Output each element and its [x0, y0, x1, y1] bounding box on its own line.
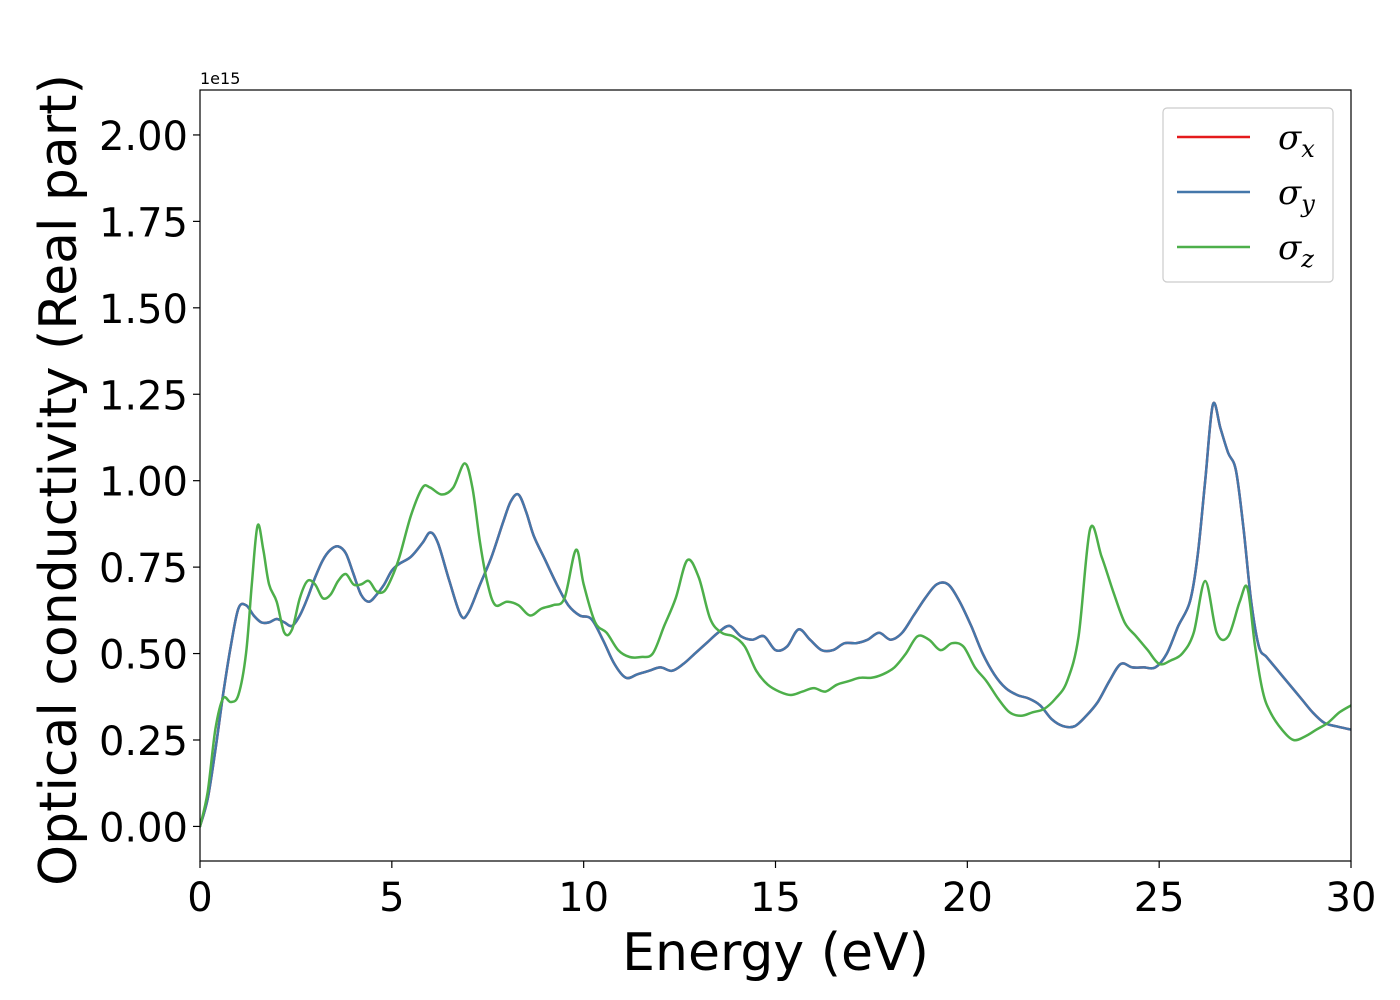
- y-tick-label: 2.00: [99, 114, 188, 160]
- y-axis-title: Optical conductivity (Real part): [29, 74, 89, 886]
- x-tick-label: 5: [379, 875, 404, 921]
- legend-label-x: σx: [1278, 118, 1315, 163]
- y-tick-label: 0.00: [99, 805, 188, 851]
- series-layer: [200, 401, 1351, 828]
- tick-layer: 0 5 10 15 20 25 30 0.00 0.25 0.50 0.75 1.00 1.25 1.50…: [99, 114, 1377, 921]
- x-tick-label: 20: [942, 875, 993, 921]
- y-tick-label: 1.25: [99, 373, 188, 419]
- y-tick-label: 0.75: [99, 546, 188, 592]
- legend-label-y: σy: [1278, 173, 1315, 218]
- y-tick-label: 1.50: [99, 287, 188, 333]
- x-tick-label: 25: [1134, 875, 1185, 921]
- x-tick-label: 30: [1326, 875, 1377, 921]
- series-line-y: [200, 401, 1351, 828]
- y-tick-label: 0.50: [99, 633, 188, 679]
- y-tick-label: 0.25: [99, 719, 188, 765]
- y-tick-label: 1.75: [99, 200, 188, 246]
- legend: σx σy σz: [1162, 107, 1334, 283]
- x-tick-label: 10: [558, 875, 609, 921]
- y-tick-label: 1.00: [99, 460, 188, 506]
- series-line-z: [200, 462, 1351, 828]
- y-offset-text: 1e15: [200, 69, 240, 88]
- x-tick-label: 0: [187, 875, 212, 921]
- x-axis-title: Energy (eV): [622, 923, 929, 983]
- series-line-x: [200, 401, 1351, 828]
- legend-label-z: σz: [1278, 228, 1314, 273]
- x-tick-label: 15: [750, 875, 801, 921]
- legend-box: [1162, 107, 1334, 283]
